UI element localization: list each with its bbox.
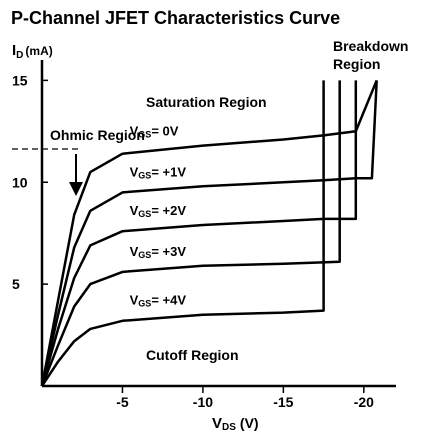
curve-label: VGS= +4V [130, 293, 187, 309]
y-tick-label: 5 [12, 276, 20, 292]
x-label-unit: (V) [240, 415, 259, 431]
y-label-unit: (mA) [25, 44, 52, 58]
ohmic-region-label: Ohmic Region [50, 127, 145, 143]
saturation-region-label: Saturation Region [146, 94, 267, 110]
svg-text:VDS(V): VDS (V) [212, 415, 259, 432]
cutoff-region-label: Cutoff Region [146, 347, 239, 363]
x-label-sub: DS [222, 422, 236, 432]
x-tick-label: -5 [116, 394, 129, 410]
breakdown-region-label-line2: Region [333, 56, 380, 72]
curve-group [40, 79, 378, 387]
curve-label: VGS= +2V [130, 203, 187, 219]
curve-labels: VGS= 0V VGS= +1V VGS= +2V VGS= +3V VGS= +4V [130, 124, 187, 309]
y-axis-label: ID (mA) [12, 42, 53, 61]
x-label-main: V [212, 415, 222, 432]
svg-text:ID(mA): ID (mA) [12, 42, 53, 61]
axis-ticks: -5 -10 -15 -20 5 10 15 [12, 72, 374, 410]
y-tick-label: 10 [12, 174, 28, 190]
x-tick-label: -20 [354, 394, 374, 410]
y-label-main: I [12, 42, 16, 59]
curve-vgs-1v [40, 80, 378, 387]
curve-vgs-3v [40, 80, 341, 387]
curve-label: VGS= +1V [130, 164, 187, 180]
breakdown-region-label-line1: Breakdown [333, 38, 408, 54]
x-tick-label: -10 [193, 394, 213, 410]
ohmic-arrow [69, 154, 83, 196]
y-tick-label: 15 [12, 72, 28, 88]
x-tick-label: -15 [273, 394, 293, 410]
chart-title: P-Channel JFET Characteristics Curve [11, 8, 340, 28]
curve-vgs-4v [40, 80, 325, 387]
axes [40, 60, 396, 388]
y-label-sub: D [16, 50, 23, 61]
curve-label: VGS= +3V [130, 244, 187, 260]
curve-label: VGS= 0V [130, 124, 179, 140]
x-axis-label: VDS (V) [212, 415, 259, 432]
